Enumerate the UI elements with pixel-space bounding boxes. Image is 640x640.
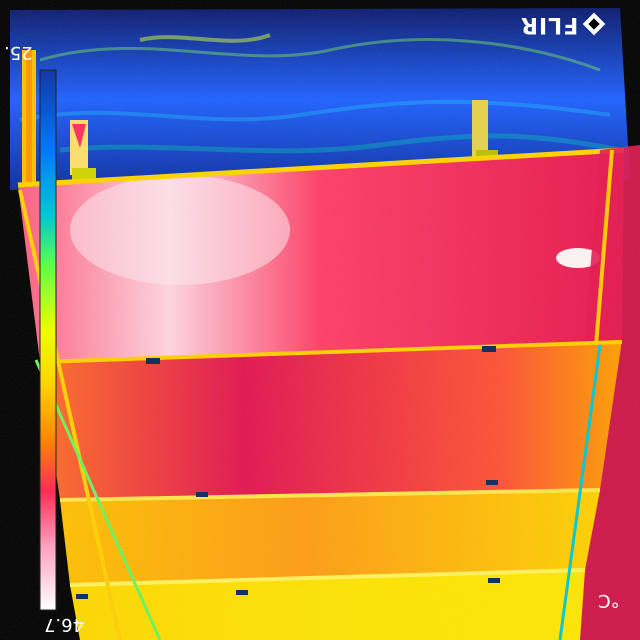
unit-label: °C (598, 590, 620, 611)
frame-mid-3 (69, 568, 586, 587)
panel-clamps (76, 346, 500, 599)
brand-logo: FLIR (520, 12, 579, 37)
scale-min-label: 46.7 (44, 614, 85, 635)
sky-streaks (19, 33, 621, 154)
frame-mid-2 (59, 488, 601, 502)
temperature-scale-bar (40, 70, 56, 610)
bracket-left (70, 120, 96, 180)
rail-left-inner (34, 359, 162, 640)
frame-mid-1 (39, 340, 623, 364)
hotspot (556, 248, 600, 268)
temperature-scale-border (39, 69, 57, 611)
panel-row-2 (40, 340, 622, 500)
rail-right (558, 344, 602, 640)
left-post-core (26, 50, 32, 190)
panel-row-4 (70, 570, 585, 640)
frame-top (17, 147, 625, 188)
rail-left-outer (18, 189, 122, 640)
panel-row-3 (60, 490, 600, 585)
warm-area (70, 175, 290, 285)
scale-max-label: 25. (4, 42, 33, 63)
